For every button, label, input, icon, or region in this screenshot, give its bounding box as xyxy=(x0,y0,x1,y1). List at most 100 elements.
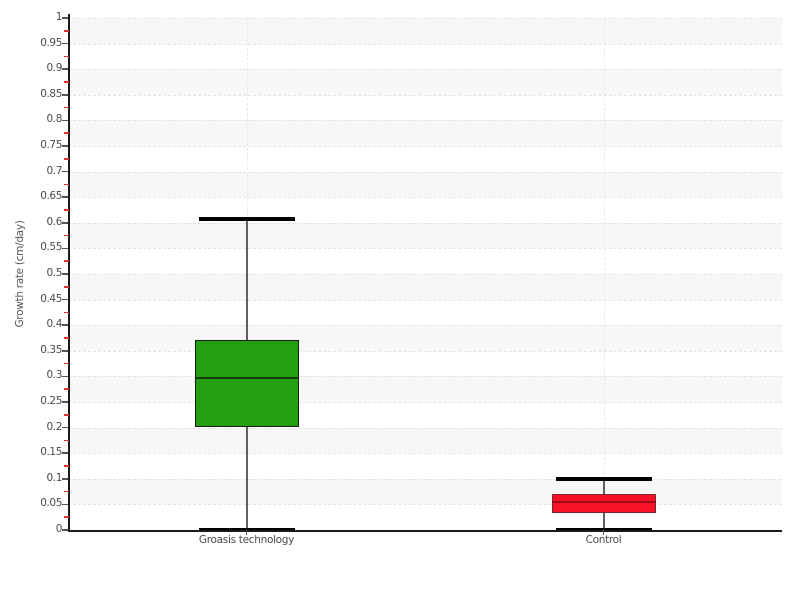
horizontal-gridline xyxy=(68,478,782,480)
y-tick-minor xyxy=(64,414,69,416)
y-tick-major xyxy=(62,375,68,378)
horizontal-gridline xyxy=(68,274,782,275)
grid-band xyxy=(68,222,782,249)
horizontal-gridline xyxy=(68,248,782,250)
y-tick-minor xyxy=(64,337,69,339)
y-tick-minor xyxy=(64,158,69,160)
y-tick-major xyxy=(62,529,68,531)
y-tick-major xyxy=(62,94,68,96)
whisker-cap-lower xyxy=(555,528,652,530)
y-tick-major xyxy=(62,426,68,429)
box-groasis-technology xyxy=(194,339,299,428)
y-tick-minor xyxy=(64,388,69,390)
horizontal-gridline xyxy=(68,120,782,122)
horizontal-gridline xyxy=(68,18,782,19)
y-tick-label: 0.8 xyxy=(46,113,63,126)
y-tick-major xyxy=(62,452,68,454)
y-tick-major xyxy=(62,145,68,147)
y-tick-label: 0 xyxy=(55,523,63,535)
horizontal-gridline xyxy=(68,325,782,327)
x-axis-line xyxy=(68,530,782,532)
y-tick-minor xyxy=(64,439,69,442)
x-tick xyxy=(245,530,248,535)
y-tick-minor xyxy=(64,362,69,365)
horizontal-gridline xyxy=(68,299,782,301)
grid-band xyxy=(68,274,782,300)
y-tick-minor xyxy=(64,490,69,493)
y-tick-major xyxy=(62,350,68,352)
horizontal-gridline xyxy=(68,350,782,352)
y-tick-major xyxy=(62,222,68,224)
y-tick-label: 0.2 xyxy=(46,420,63,433)
y-tick-minor xyxy=(64,81,69,83)
y-tick-label: 0.25 xyxy=(40,395,62,407)
y-tick-label: 0.65 xyxy=(40,190,62,203)
y-tick-major xyxy=(62,247,68,250)
y-tick-major xyxy=(62,478,68,480)
y-tick-label: 0.05 xyxy=(40,497,62,510)
y-tick-major xyxy=(62,170,68,173)
whisker-cap-lower xyxy=(198,528,295,530)
grid-band xyxy=(68,478,782,505)
y-tick-label: 0.3 xyxy=(46,369,63,382)
median-line xyxy=(194,376,299,380)
y-tick-major xyxy=(62,401,68,403)
x-tick-label-control: Control xyxy=(585,534,622,546)
median-line xyxy=(551,500,656,504)
grid-band xyxy=(68,325,782,351)
y-tick-minor xyxy=(64,106,69,109)
horizontal-gridline xyxy=(68,94,782,96)
horizontal-gridline xyxy=(68,197,782,199)
y-tick-major xyxy=(62,196,68,198)
y-tick-label: 0.1 xyxy=(46,471,63,484)
horizontal-gridline xyxy=(68,402,782,403)
grid-band xyxy=(68,427,782,454)
y-tick-minor xyxy=(64,183,69,186)
horizontal-gridline xyxy=(68,376,782,378)
vertical-gridline xyxy=(603,18,605,530)
y-tick-minor xyxy=(64,286,69,288)
y-tick-major xyxy=(62,273,68,275)
horizontal-gridline xyxy=(68,146,782,147)
horizontal-gridline xyxy=(68,222,782,224)
whisker-cap-upper xyxy=(555,477,652,481)
y-tick-minor xyxy=(64,30,69,32)
y-tick-minor xyxy=(64,234,69,237)
horizontal-gridline xyxy=(68,69,782,71)
y-tick-major xyxy=(62,17,68,19)
y-tick-label: 0.45 xyxy=(40,292,62,305)
y-tick-major xyxy=(62,324,68,326)
y-tick-minor xyxy=(64,132,69,134)
horizontal-gridline xyxy=(68,453,782,455)
y-tick-minor xyxy=(64,516,69,518)
y-tick-label: 0.85 xyxy=(40,87,62,100)
box-control xyxy=(551,494,656,514)
horizontal-gridline xyxy=(68,427,782,429)
grid-band xyxy=(68,120,782,146)
plot-area xyxy=(68,18,782,530)
horizontal-gridline xyxy=(68,171,782,173)
y-tick-label: 0.5 xyxy=(46,267,63,279)
grid-band xyxy=(68,376,782,402)
grid-band xyxy=(68,69,782,95)
y-tick-major xyxy=(62,503,68,506)
y-tick-label: 0.6 xyxy=(46,215,63,228)
y-tick-minor xyxy=(64,465,69,467)
horizontal-gridline xyxy=(68,43,782,45)
y-axis-line xyxy=(68,14,70,532)
y-tick-minor xyxy=(64,311,69,314)
y-tick-major xyxy=(62,68,68,70)
y-tick-major xyxy=(62,42,68,45)
grid-band xyxy=(68,18,782,44)
y-tick-label: 0.15 xyxy=(40,446,62,459)
y-tick-label: 0.75 xyxy=(40,139,62,151)
y-tick-label: 1 xyxy=(55,11,63,23)
whisker-cap-upper xyxy=(198,217,295,221)
y-tick-minor xyxy=(64,260,69,262)
horizontal-gridline xyxy=(68,504,782,506)
grid-band xyxy=(68,171,782,198)
y-tick-major xyxy=(62,119,68,122)
y-tick-label: 0.95 xyxy=(40,36,62,49)
y-tick-label: 0.55 xyxy=(40,241,62,254)
